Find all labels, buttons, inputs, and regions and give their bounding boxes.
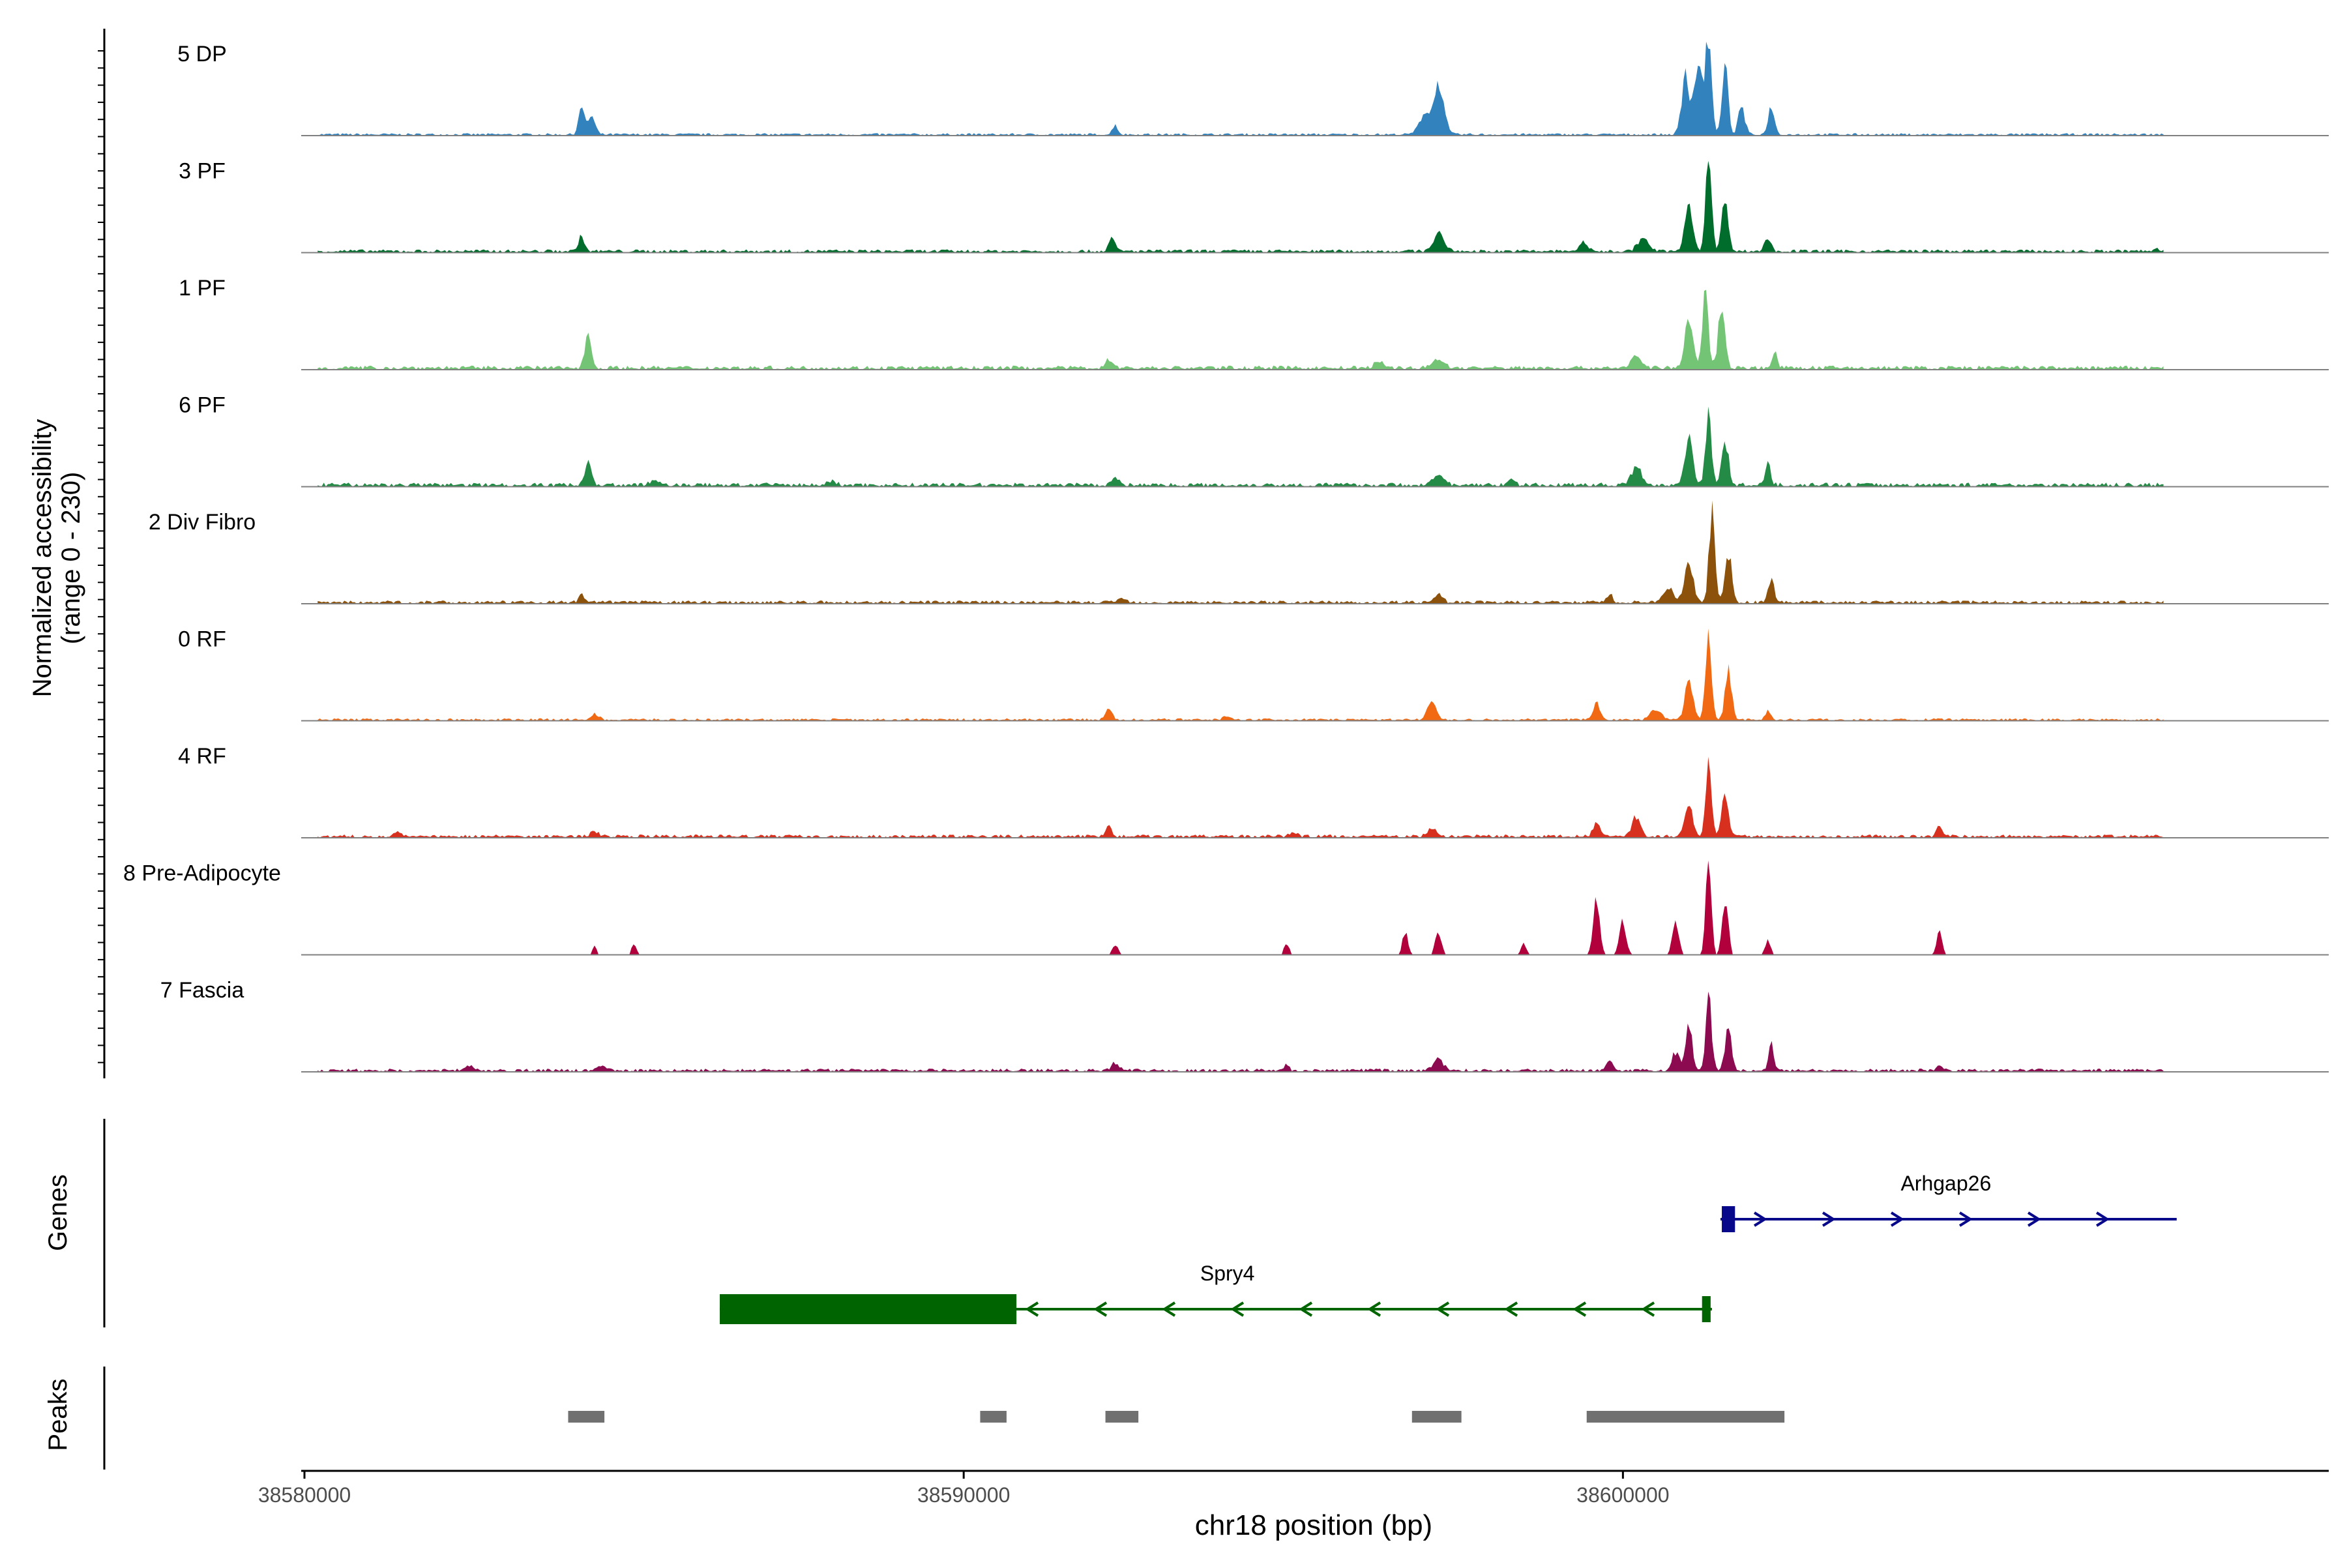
strand-arrow bbox=[1572, 1301, 1587, 1317]
coverage-tracks: 5 DP 3 PF 1 PF 6 PF 2 Div Fibro 0 RF 4 RF 8 Pre… bbox=[123, 41, 2329, 1072]
genes-track-label: Genes bbox=[44, 1174, 72, 1251]
strand-arrow bbox=[1230, 1301, 1245, 1317]
y-axis-range-label: (range 0 - 230) bbox=[57, 472, 85, 645]
coverage-area bbox=[317, 860, 2164, 955]
x-tick-label: 38580000 bbox=[258, 1483, 351, 1507]
track-label: 6 PF bbox=[179, 393, 226, 418]
gene-name-label: Arhgap26 bbox=[1900, 1172, 1991, 1195]
peaks-track: Peaks bbox=[44, 1367, 1785, 1470]
peak-region bbox=[1411, 1411, 1462, 1423]
gene-exon bbox=[1722, 1206, 1735, 1232]
strand-arrow bbox=[1093, 1301, 1108, 1317]
x-tick-label: 38590000 bbox=[917, 1483, 1010, 1507]
coverage-track: 5 DP bbox=[177, 41, 2329, 136]
peak-region bbox=[568, 1411, 605, 1423]
coverage-track: 0 RF bbox=[178, 627, 2329, 722]
track-label: 5 DP bbox=[177, 42, 227, 67]
coverage-track: 2 Div Fibro bbox=[149, 500, 2329, 604]
peak-region bbox=[1586, 1411, 1785, 1423]
coverage-track: 7 Fascia bbox=[160, 978, 2329, 1072]
coverage-track: 4 RF bbox=[178, 744, 2329, 838]
track-label: 8 Pre-Adipocyte bbox=[123, 861, 281, 886]
y-axis-label: Normalized accessibility bbox=[28, 419, 57, 698]
track-label: 1 PF bbox=[179, 276, 226, 301]
coverage-area bbox=[317, 406, 2164, 487]
x-tick-label: 38600000 bbox=[1576, 1483, 1669, 1507]
track-label: 7 Fascia bbox=[160, 978, 244, 1003]
strand-arrow bbox=[1504, 1301, 1518, 1317]
coverage-track: 6 PF bbox=[179, 393, 2329, 488]
coverage-track: 8 Pre-Adipocyte bbox=[123, 860, 2329, 956]
peak-region bbox=[980, 1411, 1007, 1423]
coverage-area bbox=[317, 756, 2164, 838]
strand-arrow bbox=[1890, 1211, 1904, 1227]
strand-arrow bbox=[1367, 1301, 1381, 1317]
strand-arrow bbox=[2095, 1211, 2110, 1227]
strand-arrow bbox=[1436, 1301, 1450, 1317]
coverage-area bbox=[317, 629, 2164, 721]
peaks-track-label: Peaks bbox=[44, 1378, 72, 1451]
coverage-area bbox=[317, 289, 2164, 370]
track-label: 2 Div Fibro bbox=[149, 510, 256, 535]
coverage-track: 1 PF bbox=[179, 276, 2329, 370]
coverage-area bbox=[317, 992, 2164, 1072]
strand-arrow bbox=[1958, 1211, 1973, 1227]
coverage-area bbox=[317, 160, 2164, 253]
x-axis-label: chr18 position (bp) bbox=[1195, 1509, 1432, 1541]
track-label: 4 RF bbox=[178, 744, 226, 769]
accessibility-y-axis bbox=[98, 29, 106, 1078]
strand-arrow bbox=[2027, 1211, 2041, 1227]
track-label: 0 RF bbox=[178, 627, 226, 652]
strand-arrow bbox=[1025, 1301, 1039, 1317]
coverage-area bbox=[317, 41, 2164, 136]
gene-name-label: Spry4 bbox=[1200, 1262, 1255, 1285]
strand-arrow bbox=[1822, 1211, 1836, 1227]
strand-arrow bbox=[1299, 1301, 1313, 1317]
peak-region bbox=[1105, 1411, 1139, 1423]
strand-arrow bbox=[1641, 1301, 1655, 1317]
gene-model: Spry4 bbox=[720, 1262, 1712, 1324]
gene-exon bbox=[1702, 1296, 1711, 1322]
strand-arrow bbox=[1162, 1301, 1176, 1317]
genomic-x-axis: chr18 position (bp) 38580000 38590000 3860… bbox=[258, 1470, 2329, 1541]
coverage-area bbox=[317, 500, 2164, 604]
strand-arrow bbox=[1753, 1211, 1767, 1227]
coverage-track: 3 PF bbox=[179, 159, 2329, 254]
track-label: 3 PF bbox=[179, 159, 226, 184]
gene-exon bbox=[720, 1294, 1017, 1324]
gene-annotation-track: Genes Arhgap26 Spry4 bbox=[44, 1119, 2177, 1327]
gene-model: Arhgap26 bbox=[1720, 1172, 2177, 1232]
